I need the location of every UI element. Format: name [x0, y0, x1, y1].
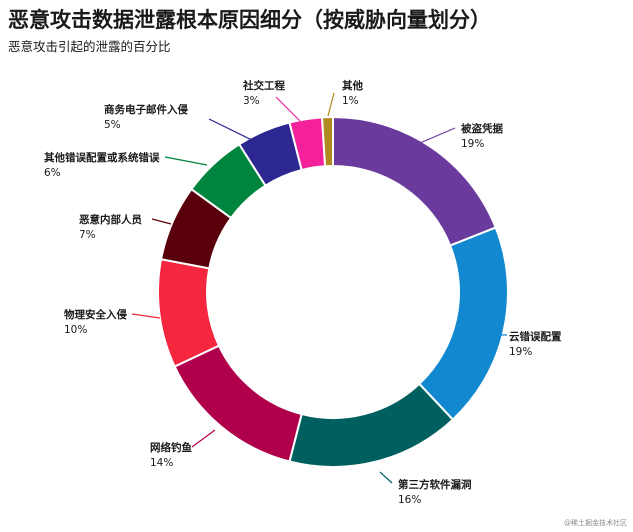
leader-line-6	[151, 218, 172, 225]
donut-slice-5	[157, 258, 221, 368]
slice-labels: 被盗凭据 19% 云错误配置 19% 第三方软件漏洞 16% 网络钓鱼 14% 物理安全入侵 10…	[44, 79, 562, 506]
slice-label-name-10: 其他	[342, 79, 363, 92]
leader-line-4	[191, 429, 216, 448]
slice-label-pct-4: 14%	[150, 457, 173, 469]
slice-label-name-4: 网络钓鱼	[150, 441, 192, 454]
donut-slices	[157, 115, 509, 468]
slice-label-pct-3: 16%	[398, 494, 421, 506]
donut-slice-10	[320, 115, 334, 168]
slice-label-name-9: 社交工程	[242, 79, 285, 92]
leader-line-1	[419, 127, 456, 144]
slice-label-pct-9: 3%	[243, 95, 260, 107]
leader-line-7	[164, 156, 208, 166]
leader-line-8	[208, 118, 259, 144]
slice-label-name-5: 物理安全入侵	[64, 308, 127, 321]
slice-label-name-8: 商务电子邮件入侵	[104, 103, 188, 116]
chart-subtitle: 恶意攻击引起的泄露的百分比	[8, 39, 171, 54]
slice-label-pct-5: 10%	[64, 324, 87, 336]
leader-line-3	[379, 471, 393, 484]
donut-slice-2	[417, 226, 509, 421]
slice-label-name-1: 被盗凭据	[461, 122, 503, 135]
watermark: @稀土掘金技术社区	[564, 519, 627, 527]
slice-label-name-7: 其他错误配置或系统错误	[44, 151, 160, 164]
donut-slice-3	[288, 382, 455, 468]
slice-label-pct-2: 19%	[509, 346, 532, 358]
slice-label-name-3: 第三方软件漏洞	[398, 478, 472, 491]
slice-label-name-2: 云错误配置	[509, 330, 562, 343]
leader-lines	[131, 92, 507, 484]
donut-slice-1	[332, 115, 498, 247]
slice-label-pct-7: 6%	[44, 167, 61, 179]
slice-label-pct-6: 7%	[79, 229, 96, 241]
donut-slice-4	[173, 344, 303, 463]
slice-label-pct-10: 1%	[342, 95, 359, 107]
slice-label-name-6: 恶意内部人员	[79, 213, 142, 226]
slice-label-pct-8: 5%	[104, 119, 121, 131]
leader-line-10	[327, 92, 335, 117]
leader-line-9	[275, 96, 301, 122]
leader-line-5	[131, 313, 161, 319]
chart-title: 恶意攻击数据泄露根本原因细分（按威胁向量划分）	[8, 8, 491, 32]
slice-label-pct-1: 19%	[461, 138, 484, 150]
